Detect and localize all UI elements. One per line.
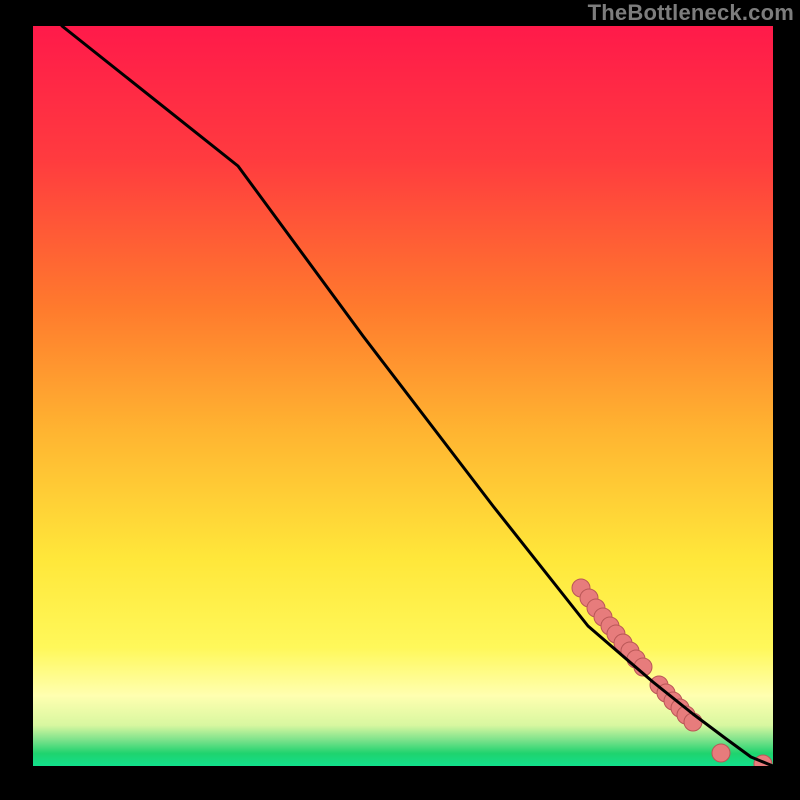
plot-background — [33, 26, 773, 766]
watermark-text: TheBottleneck.com — [588, 0, 794, 26]
chart-stage: TheBottleneck.com — [0, 0, 800, 800]
marker-point — [712, 744, 730, 762]
plot-svg — [33, 26, 773, 766]
